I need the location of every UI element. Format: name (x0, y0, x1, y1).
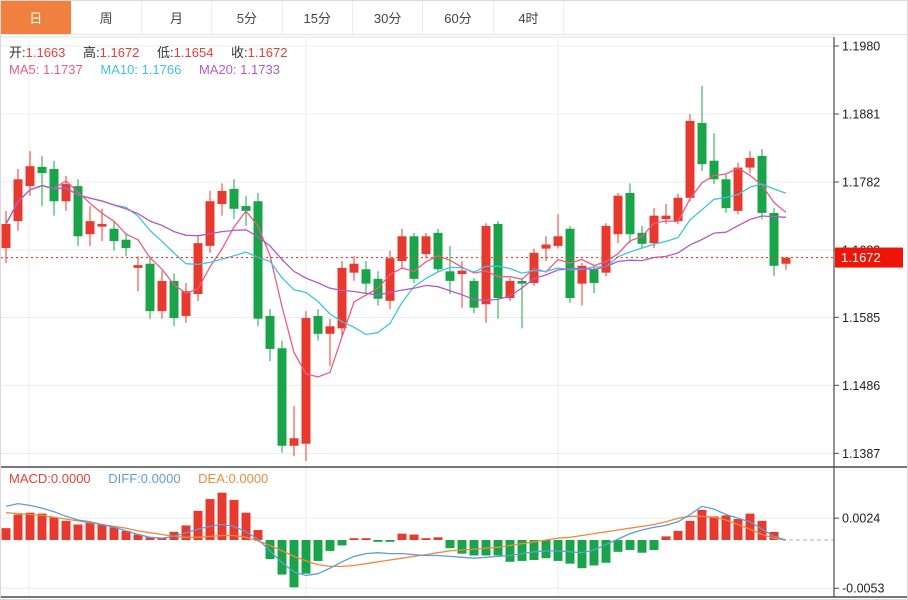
axis-tick-label: 1.1980 (842, 40, 880, 54)
current-price-value: 1.1672 (841, 250, 881, 265)
ma5-line (5, 167, 787, 378)
open-value: 1.1663 (25, 45, 66, 60)
macd-lines (5, 502, 787, 577)
macd-label: MACD: (9, 471, 51, 486)
panel-borders (1, 36, 907, 598)
ma10-line (5, 183, 787, 336)
tab-4hour[interactable]: 4时 (493, 1, 565, 34)
diff-line (5, 502, 787, 577)
ma10-label: MA10: (100, 62, 138, 77)
macd-readout: MACD:0.0000 DIFF:0.0000 DEA:0.0000 (9, 471, 268, 486)
dea-line (5, 512, 787, 568)
axis-tick-label: 1.1387 (842, 447, 880, 461)
ma-readout: MA5: 1.1737 MA10: 1.1766 MA20: 1.1733 (9, 62, 280, 77)
tab-30min[interactable]: 30分 (352, 1, 424, 34)
diff-label: DIFF: (108, 471, 141, 486)
tab-15min[interactable]: 15分 (282, 1, 353, 34)
open-label: 开: (9, 45, 26, 60)
tab-5min[interactable]: 5分 (212, 1, 283, 34)
low-value: 1.1654 (173, 45, 214, 60)
ohlc-readout: 开:1.1663 高:1.1672 低:1.1654 收:1.1672 (9, 42, 287, 61)
dea-label: DEA: (198, 471, 229, 486)
candlestick-series (1, 85, 791, 461)
high-label: 高: (83, 45, 100, 60)
ma10-value: 1.1766 (141, 62, 182, 77)
close-value: 1.1672 (247, 45, 288, 60)
ma20-label: MA20: (198, 62, 237, 77)
macd-value: 0.0000 (50, 471, 91, 486)
tab-60min[interactable]: 60分 (423, 1, 494, 34)
axis-tick-label: 1.1782 (842, 176, 880, 190)
axis-tick-label: -0.0053 (842, 582, 884, 596)
macd-histogram (1, 492, 779, 588)
tab-week[interactable]: 周 (71, 1, 142, 34)
axis-tick-label: 1.1585 (842, 311, 880, 325)
diff-value: 0.0000 (140, 471, 181, 486)
dea-value: 0.0000 (228, 471, 269, 486)
ma-lines (5, 167, 787, 378)
gridlines (1, 37, 834, 597)
timeframe-tabbar: 日周月 5分 15分 30分 60分 4时 (1, 1, 907, 35)
ma5-label: MA5: (9, 62, 40, 77)
low-label: 低: (157, 45, 174, 60)
axis-tick-label: 1.1486 (842, 379, 880, 393)
y-axis: 1.19801.18811.17821.16831.15851.14861.13… (833, 37, 884, 597)
close-label: 收: (231, 45, 248, 60)
high-value: 1.1672 (99, 45, 140, 60)
ma20-value: 1.1733 (240, 62, 280, 77)
axis-tick-label: 0.0024 (842, 512, 880, 526)
tab-day[interactable]: 日 (1, 1, 72, 34)
axis-tick-label: 1.1881 (842, 108, 880, 122)
tab-month[interactable]: 月 (141, 1, 213, 34)
ma5-value: 1.1737 (42, 62, 83, 77)
current-price-tag: 1.1672 (835, 247, 903, 268)
